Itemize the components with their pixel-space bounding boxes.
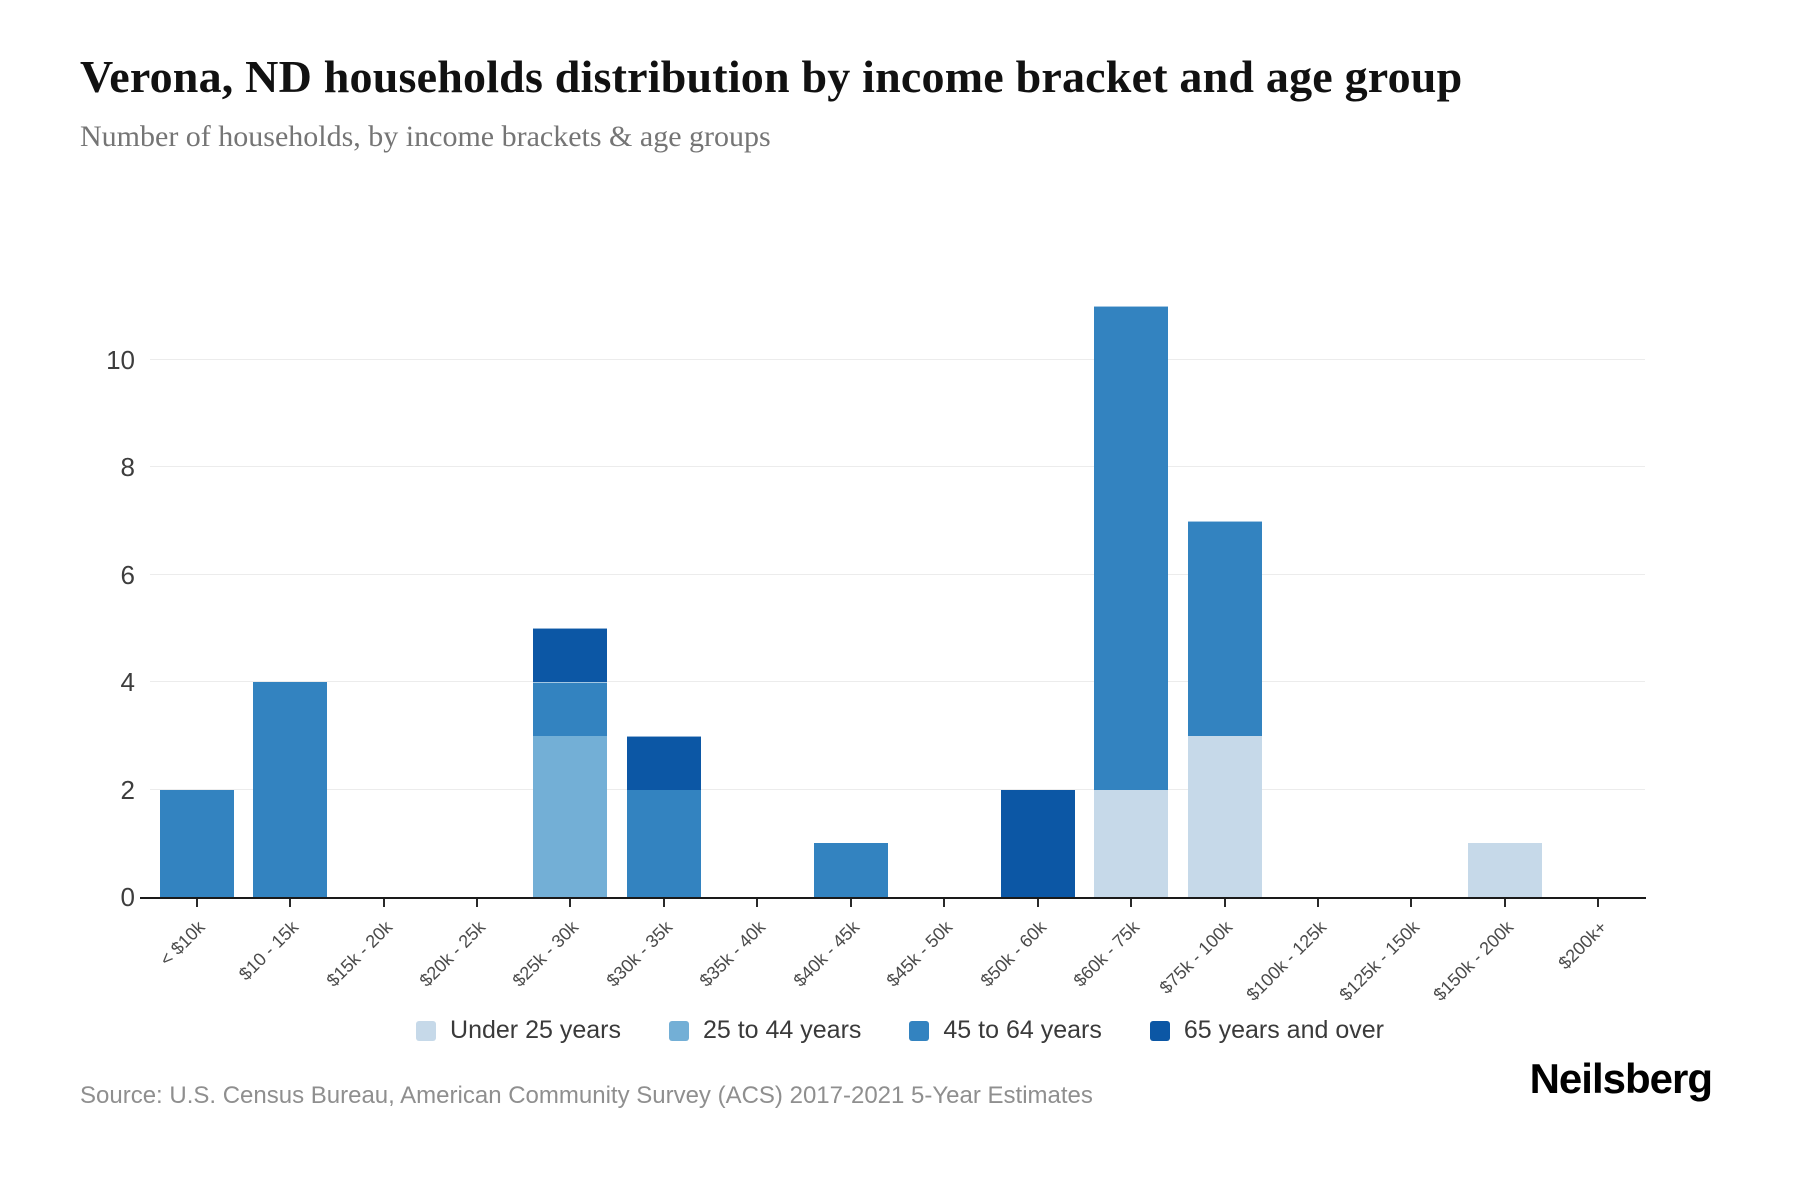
x-tick-label: $75k - 100k	[1156, 917, 1237, 998]
bar-segment[interactable]	[533, 628, 608, 682]
x-tick	[1223, 899, 1226, 907]
page-title: Verona, ND households distribution by in…	[80, 51, 1463, 102]
x-tick	[1597, 899, 1600, 907]
x-tick-label: $35k - 40k	[695, 917, 770, 991]
gridline	[150, 573, 1645, 575]
x-tick	[195, 899, 198, 907]
bar-segment[interactable]	[159, 789, 234, 897]
x-tick	[476, 899, 479, 907]
legend-item[interactable]: 25 to 44 years	[668, 1016, 862, 1045]
y-tick-label: 0	[120, 882, 135, 912]
x-tick-label: $50k - 60k	[976, 917, 1050, 991]
x-tick-label: $200k+	[1554, 917, 1611, 974]
bar-stack	[626, 735, 701, 897]
x-tick-label: $100k - 125k	[1242, 917, 1331, 1005]
x-tick	[662, 899, 665, 907]
x-tick-label: $45k - 50k	[882, 917, 957, 991]
bar-stack	[533, 628, 608, 897]
x-tick	[1503, 899, 1506, 907]
bar-segment[interactable]	[1187, 520, 1262, 736]
legend-item[interactable]: 45 to 64 years	[909, 1016, 1102, 1045]
bar-stack	[1187, 520, 1262, 897]
bar-stack	[1467, 843, 1542, 897]
bar-segment[interactable]	[1467, 843, 1542, 897]
x-tick	[943, 899, 946, 907]
y-tick-label: 4	[120, 667, 135, 697]
legend-label: 65 years and over	[1183, 1016, 1384, 1044]
y-tick-label: 10	[106, 344, 135, 375]
bar-stack	[1000, 789, 1075, 897]
y-tick-label: 2	[120, 774, 135, 805]
y-tick-label: 6	[120, 559, 135, 590]
legend-item[interactable]: Under 25 years	[416, 1016, 621, 1045]
bar-segment[interactable]	[626, 789, 701, 897]
gridline	[150, 788, 1645, 790]
y-axis-labels: 0 2 4 6 8 10	[40, 252, 135, 912]
plot-area	[150, 252, 1645, 897]
x-tick	[289, 899, 292, 907]
x-tick-label: $30k - 35k	[602, 917, 677, 991]
bar-stack	[253, 682, 328, 897]
source-note: Source: U.S. Census Bureau, American Com…	[80, 1082, 1093, 1109]
y-tick-label: 8	[120, 452, 135, 482]
x-tick	[569, 899, 572, 907]
legend-label: Under 25 years	[450, 1016, 621, 1044]
x-tick-label: $20k - 25k	[415, 917, 490, 991]
x-tick-label: $125k - 150k	[1335, 917, 1424, 1005]
bar-segment[interactable]	[533, 735, 608, 897]
page-subtitle: Number of households, by income brackets…	[80, 120, 771, 153]
x-tick	[1036, 899, 1039, 907]
legend-swatch-icon	[416, 1020, 437, 1041]
x-tick	[1130, 899, 1133, 907]
bar-stack	[159, 789, 234, 897]
legend-item[interactable]: 65 years and over	[1149, 1016, 1384, 1045]
x-tick	[849, 899, 852, 907]
gridline	[150, 681, 1645, 682]
bar-segment[interactable]	[1187, 735, 1262, 897]
x-tick	[1316, 899, 1319, 907]
x-tick-label: $15k - 20k	[322, 917, 396, 991]
x-tick	[382, 899, 385, 907]
legend-label: 25 to 44 years	[702, 1016, 862, 1044]
bar-segment[interactable]	[626, 735, 701, 790]
x-tick-label: $40k - 45k	[789, 917, 863, 991]
x-tick-label: $150k - 200k	[1429, 917, 1517, 1005]
x-tick	[1410, 899, 1413, 907]
x-axis: < $10k $10 - 15k $15k - 20k $20k - 25k $25k …	[140, 897, 1646, 1005]
bar-segment[interactable]	[533, 682, 608, 736]
bar-segment[interactable]	[1000, 789, 1075, 897]
legend-swatch-icon	[668, 1020, 689, 1041]
x-tick	[756, 899, 759, 907]
legend-swatch-icon	[909, 1020, 930, 1041]
legend: Under 25 years 25 to 44 years 45 to 64 yea…	[0, 1016, 1800, 1045]
bar-segment[interactable]	[1094, 305, 1169, 790]
x-tick-label: $60k - 75k	[1069, 917, 1144, 991]
bar-segment[interactable]	[813, 843, 888, 897]
legend-swatch-icon	[1149, 1020, 1170, 1041]
x-tick-label: $10 - 15k	[235, 917, 303, 985]
gridline	[150, 466, 1645, 467]
bar-stack	[1094, 305, 1169, 897]
bar-segment[interactable]	[253, 682, 328, 897]
x-tick-label: < $10k	[156, 917, 209, 970]
bar-stack	[813, 843, 888, 897]
neilsberg-logo: Neilsberg	[1529, 1055, 1713, 1102]
legend-label: 45 to 64 years	[943, 1016, 1102, 1044]
gridline	[150, 358, 1645, 360]
x-tick-label: $25k - 30k	[509, 917, 583, 991]
bar-segment[interactable]	[1094, 789, 1169, 897]
